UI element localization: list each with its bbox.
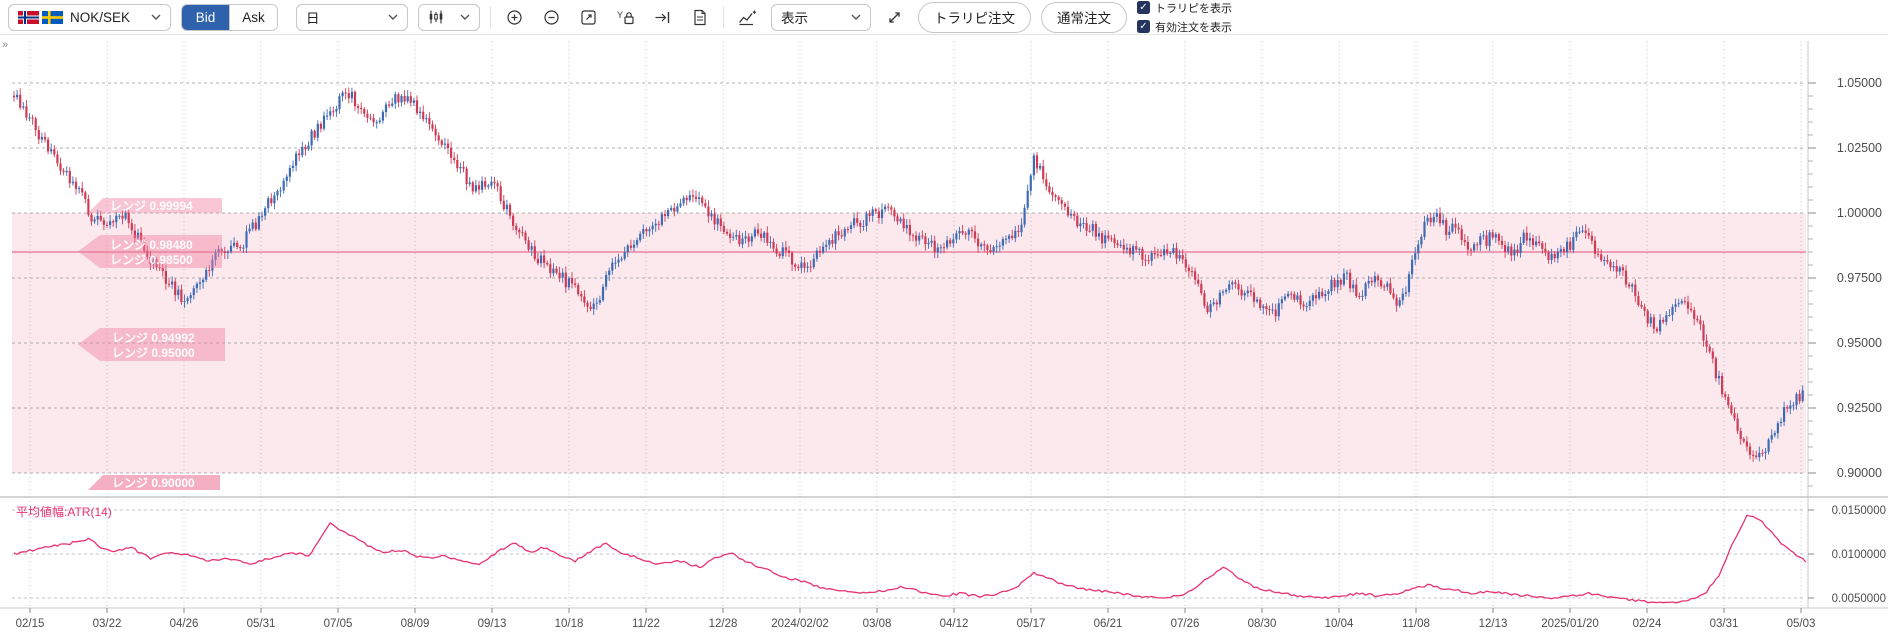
svg-text:0.90000: 0.90000	[1837, 466, 1882, 480]
bid-button[interactable]: Bid	[182, 4, 229, 30]
checkbox-show-active-orders[interactable]: ✓ 有効注文を表示	[1137, 19, 1232, 35]
svg-text:10/04: 10/04	[1325, 618, 1354, 630]
svg-text:Y: Y	[617, 10, 623, 20]
svg-text:10/18: 10/18	[555, 618, 584, 630]
zoom-in-button[interactable]	[501, 4, 528, 31]
toolbar-divider	[723, 6, 724, 28]
chevron-down-icon	[151, 14, 161, 20]
display-select[interactable]: 表示	[771, 3, 871, 31]
symbol-select[interactable]: NOK/SEK	[8, 3, 171, 31]
memo-button[interactable]	[686, 4, 713, 31]
chart-type-select[interactable]	[418, 3, 480, 31]
svg-text:1.05000: 1.05000	[1837, 76, 1882, 90]
svg-text:07/05: 07/05	[324, 618, 353, 630]
svg-text:11/08: 11/08	[1402, 618, 1430, 630]
svg-text:07/26: 07/26	[1171, 618, 1200, 630]
svg-text:平均値幅:ATR(14): 平均値幅:ATR(14)	[16, 504, 112, 519]
svg-text:1.02500: 1.02500	[1837, 141, 1882, 155]
display-label: 表示	[781, 11, 808, 26]
svg-text:0.0050000: 0.0050000	[1832, 593, 1886, 605]
candlestick-chart-icon	[429, 10, 443, 24]
svg-text:0.0100000: 0.0100000	[1832, 549, 1886, 561]
svg-text:03/08: 03/08	[863, 618, 892, 630]
ask-button[interactable]: Ask	[229, 4, 277, 30]
svg-text:2025/01/20: 2025/01/20	[1541, 618, 1599, 630]
normal-order-button[interactable]: 通常注文	[1041, 1, 1127, 33]
checkbox-show-active-orders-label: 有効注文を表示	[1155, 21, 1232, 34]
timeframe-label: 日	[306, 11, 320, 26]
chart-toolbar: NOK/SEK Bid Ask 日 Y 表示 トラリピ注文 通常注文 ✓ トラリ…	[0, 0, 1888, 35]
svg-text:02/24: 02/24	[1633, 618, 1662, 630]
chevron-down-icon	[388, 14, 398, 20]
svg-text:06/21: 06/21	[1094, 618, 1123, 630]
svg-text:0.92500: 0.92500	[1837, 401, 1882, 415]
svg-text:05/03: 05/03	[1787, 618, 1816, 630]
svg-text:レンジ 0.90000: レンジ 0.90000	[112, 476, 195, 490]
svg-text:03/22: 03/22	[93, 618, 122, 630]
chevron-down-icon	[851, 14, 861, 20]
price-chart-canvas[interactable]: レンジ 0.99994 レンジ 0.98480 レンジ 0.98500 レンジ 0.9…	[0, 35, 1888, 635]
collapse-panel-icon[interactable]: »	[2, 39, 9, 51]
chart-area[interactable]: » レンジ 0.99994 レンジ 0.98480 レンジ 0.98500 レンジ 0…	[0, 35, 1888, 635]
svg-text:レンジ 0.99994: レンジ 0.99994	[110, 199, 193, 213]
svg-text:03/31: 03/31	[1710, 618, 1739, 630]
svg-text:レンジ 0.98500: レンジ 0.98500	[110, 253, 193, 267]
toolbar-divider	[490, 6, 491, 28]
svg-text:09/13: 09/13	[478, 618, 507, 630]
svg-text:08/30: 08/30	[1248, 618, 1277, 630]
svg-text:04/12: 04/12	[940, 618, 969, 630]
symbol-label: NOK/SEK	[70, 9, 131, 25]
svg-text:2024/02/02: 2024/02/02	[771, 618, 829, 630]
svg-text:1.00000: 1.00000	[1837, 206, 1882, 220]
svg-text:レンジ 0.94992: レンジ 0.94992	[112, 331, 195, 345]
expand-button[interactable]	[881, 4, 908, 31]
svg-text:12/28: 12/28	[709, 618, 738, 630]
chevron-down-icon	[460, 14, 470, 20]
go-to-latest-button[interactable]	[649, 4, 676, 31]
svg-text:0.95000: 0.95000	[1837, 336, 1882, 350]
checkbox-show-toraripi-label: トラリピを表示	[1155, 2, 1232, 15]
svg-text:05/31: 05/31	[247, 618, 276, 630]
display-checkboxes: ✓ トラリピを表示 ✓ 有効注文を表示	[1137, 0, 1232, 35]
zoom-out-button[interactable]	[538, 4, 565, 31]
checkbox-show-toraripi[interactable]: ✓ トラリピを表示	[1137, 0, 1232, 16]
add-indicator-button[interactable]	[734, 4, 761, 31]
bid-ask-toggle: Bid Ask	[181, 3, 278, 31]
checkbox-checked-icon: ✓	[1137, 20, 1150, 33]
toraripi-order-button[interactable]: トラリピ注文	[918, 1, 1031, 33]
checkbox-checked-icon: ✓	[1137, 1, 1150, 14]
svg-text:0.97500: 0.97500	[1837, 271, 1882, 285]
y-axis-lock-button[interactable]: Y	[612, 4, 639, 31]
timeframe-select[interactable]: 日	[296, 3, 408, 31]
svg-text:12/13: 12/13	[1479, 618, 1508, 630]
svg-text:レンジ 0.98480: レンジ 0.98480	[110, 238, 193, 252]
norway-flag-icon	[18, 10, 39, 24]
svg-text:04/26: 04/26	[170, 618, 199, 630]
sweden-flag-icon	[42, 10, 63, 24]
fit-screen-button[interactable]	[575, 4, 602, 31]
svg-text:05/17: 05/17	[1017, 618, 1046, 630]
svg-text:0.0150000: 0.0150000	[1832, 505, 1886, 517]
svg-text:02/15: 02/15	[16, 618, 45, 630]
svg-text:レンジ 0.95000: レンジ 0.95000	[112, 346, 195, 360]
svg-text:11/22: 11/22	[632, 618, 660, 630]
svg-text:08/09: 08/09	[401, 618, 430, 630]
